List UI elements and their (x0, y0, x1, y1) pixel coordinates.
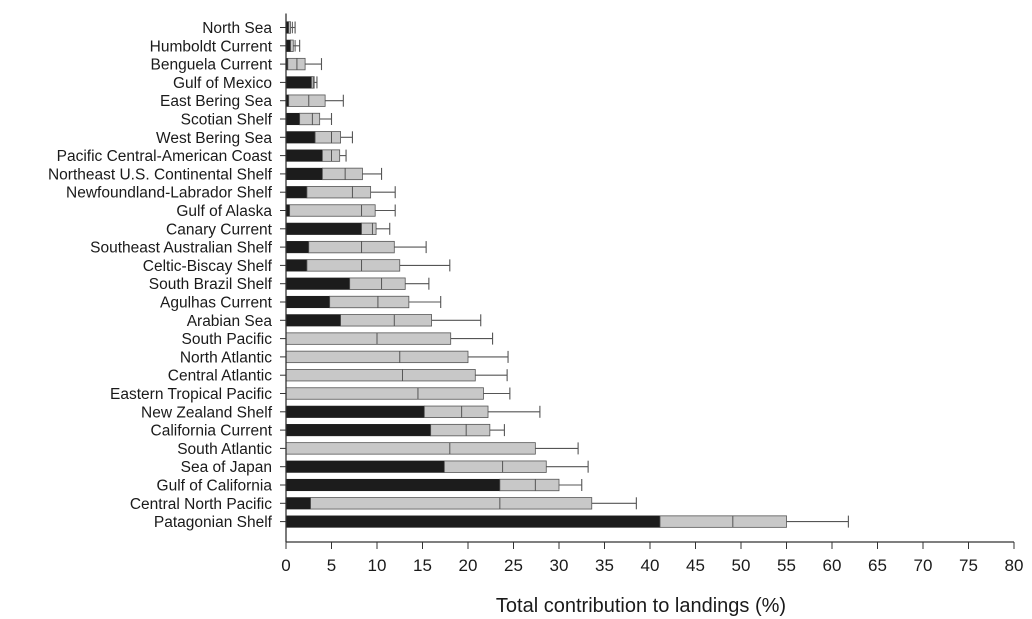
x-tick-label: 0 (281, 556, 290, 575)
bar-segment-light (289, 204, 376, 217)
category-label: North Atlantic (180, 349, 272, 366)
x-tick-label: 5 (327, 556, 336, 575)
x-axis-title: Total contribution to landings (%) (496, 595, 786, 617)
x-tick-label: 10 (368, 556, 387, 575)
category-label: Central North Pacific (130, 496, 272, 513)
bar-segment-dark (285, 424, 431, 437)
category-label: Benguela Current (151, 57, 273, 74)
x-tick-label: 80 (1005, 556, 1024, 575)
bar-segment-dark (285, 515, 661, 528)
x-tick-label: 20 (459, 556, 478, 575)
category-label: Humboldt Current (150, 38, 273, 55)
bar-segment-dark (285, 497, 311, 510)
x-tick-label: 55 (777, 556, 796, 575)
bar-segment-light (329, 295, 410, 309)
bar-segment-dark (285, 259, 308, 272)
bar-segment-light (340, 314, 433, 327)
bar-segment-light (285, 332, 452, 345)
category-label: Sea of Japan (181, 459, 272, 476)
category-label: Gulf of California (157, 478, 273, 495)
bar-segment-light (430, 423, 491, 437)
category-label: New Zealand Shelf (141, 404, 273, 421)
bar-segment-dark (285, 149, 323, 162)
x-tick-label: 25 (504, 556, 523, 575)
bar-segment-light (361, 222, 377, 235)
bar-segment-light (285, 369, 476, 382)
bar-segment-light (306, 186, 372, 199)
x-tick-label: 75 (959, 556, 978, 575)
bar-segment-dark (285, 314, 341, 327)
category-label: South Pacific (182, 331, 273, 348)
category-label: Gulf of Mexico (173, 75, 272, 92)
x-tick-label: 45 (686, 556, 705, 575)
category-label: South Brazil Shelf (149, 276, 273, 293)
x-tick-label: 40 (641, 556, 660, 575)
bar-segment-dark (285, 112, 300, 126)
bar-segment-dark (285, 478, 501, 492)
bar-segment-light (290, 39, 294, 52)
bar-segment-dark (285, 131, 316, 144)
category-label: Pacific Central-American Coast (57, 148, 273, 165)
bar-segment-light (285, 442, 536, 455)
bar-segment-light (310, 497, 593, 510)
category-label: Central Atlantic (168, 368, 272, 385)
bar-segment-light (659, 515, 787, 528)
x-tick-label: 70 (914, 556, 933, 575)
category-label: East Bering Sea (160, 93, 272, 110)
bar-segment-light (349, 277, 406, 290)
bar-segment-light (285, 350, 469, 364)
bar-segment-light (314, 131, 341, 144)
bar-segment-light (308, 240, 395, 254)
category-label: Arabian Sea (187, 313, 273, 330)
category-label: South Atlantic (177, 441, 272, 458)
category-label: Patagonian Shelf (154, 514, 273, 531)
bar-segment-dark (285, 295, 330, 309)
category-label: Southeast Australian Shelf (90, 240, 273, 257)
bar-segment-light (288, 94, 326, 107)
bar-segment-dark (285, 167, 323, 180)
x-tick-label: 15 (413, 556, 432, 575)
category-label: Canary Current (166, 221, 273, 238)
bars-layer (285, 21, 849, 528)
bar-segment-dark (285, 241, 310, 254)
bar-segment-dark (285, 460, 445, 473)
category-label: Agulhas Current (160, 295, 273, 312)
bar-segment-light (299, 112, 321, 126)
bar-segment-dark (285, 186, 308, 199)
category-label: Northeast U.S. Continental Shelf (48, 166, 273, 183)
x-tick-label: 65 (868, 556, 887, 575)
bar-segment-light (285, 387, 484, 400)
bar-segment-light (288, 21, 291, 34)
category-label: Eastern Tropical Pacific (110, 386, 272, 403)
bar-segment-dark (285, 277, 351, 290)
bar-segment-dark (285, 76, 312, 89)
category-label: West Bering Sea (156, 130, 272, 147)
category-label: North Sea (202, 20, 272, 37)
bar-segment-light (306, 259, 401, 272)
x-tick-label: 50 (732, 556, 751, 575)
category-label: Gulf of Alaska (176, 203, 272, 220)
category-label: Celtic-Biscay Shelf (143, 258, 273, 275)
bar-segment-light (499, 478, 560, 492)
x-axis: 0 5 10 15 20 25 30 35 40 45 50 55 60 65 70 75 80 (280, 13, 1024, 575)
bar-segment-dark (285, 405, 425, 418)
x-tick-label: 35 (595, 556, 614, 575)
x-tick-label: 30 (550, 556, 569, 575)
category-label: Newfoundland-Labrador Shelf (66, 185, 273, 202)
bar-segment-light (443, 460, 547, 473)
bar-segment-dark (285, 39, 291, 52)
bar-segment-dark (285, 222, 362, 235)
bar-segment-light (321, 167, 363, 181)
category-label: Scotian Shelf (181, 112, 273, 129)
x-tick-label: 60 (823, 556, 842, 575)
category-label: California Current (151, 423, 273, 440)
bar-segment-light (423, 405, 489, 418)
